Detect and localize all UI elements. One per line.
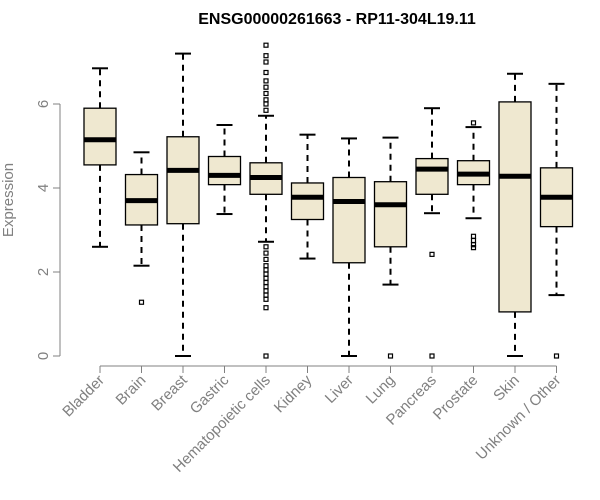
outlier-point (387, 353, 394, 359)
y-axis-label: Expression (0, 163, 17, 237)
outlier-point (470, 242, 477, 248)
outlier-point (429, 353, 435, 359)
outlier-point (263, 84, 269, 90)
chart-title: ENSG00000261663 - RP11-304L19.11 (198, 11, 476, 28)
outlier-point (263, 279, 269, 286)
x-tick-label: Lung (363, 372, 399, 408)
outlier-point (263, 59, 269, 65)
x-tick-label: Bladder (59, 372, 108, 421)
x-tick-label: Skin (490, 372, 523, 405)
x-tick-label: Liver (322, 372, 357, 407)
outlier-point (263, 267, 269, 273)
box (207, 155, 242, 186)
box-plot-series (83, 42, 574, 359)
outlier-point (263, 256, 269, 262)
y-tick-label: 0 (35, 352, 52, 360)
y-tick-label: 2 (35, 268, 52, 276)
y-tick-label: 6 (35, 100, 52, 108)
outlier-point (470, 233, 477, 239)
outlier-point (263, 250, 269, 256)
outlier-point (263, 107, 269, 113)
outlier-point (263, 271, 269, 277)
box (83, 107, 117, 166)
outlier-point (263, 353, 269, 359)
x-tick-label: Brain (113, 372, 150, 409)
outlier-point (263, 42, 269, 48)
box (166, 136, 200, 225)
box (373, 181, 408, 248)
outlier-point (263, 244, 269, 250)
outlier-point (263, 78, 269, 84)
outlier-point (263, 90, 269, 97)
outlier-point (263, 275, 269, 281)
box-group (539, 82, 574, 359)
outlier-point (263, 296, 269, 302)
outlier-point (553, 353, 560, 359)
outlier-point (263, 101, 269, 107)
box-group (415, 107, 449, 359)
outlier-point (263, 263, 269, 269)
box (290, 182, 325, 221)
outlier-point (429, 251, 435, 257)
outlier-point (470, 245, 477, 251)
box-group (290, 133, 325, 260)
x-tick-label: Prostate (430, 372, 482, 424)
outlier-point (263, 69, 269, 76)
box-group (166, 52, 200, 357)
box-group (249, 42, 283, 359)
box-group (373, 136, 408, 359)
outlier-point (263, 53, 269, 59)
x-tick-label: Breast (148, 371, 191, 414)
outlier-point (263, 97, 269, 103)
box-group (83, 67, 117, 248)
x-tick-label: Kidney (271, 371, 316, 416)
outlier-point (470, 237, 477, 244)
box-group (332, 137, 366, 357)
outlier-point (138, 299, 145, 305)
box (415, 157, 449, 195)
box-group (498, 72, 532, 357)
y-axis: 0 2 4 6 (35, 100, 61, 360)
box-group (124, 151, 159, 305)
outlier-point (263, 305, 269, 311)
box (498, 101, 532, 313)
outlier-point (263, 284, 269, 290)
box-group (207, 124, 242, 216)
y-tick-label: 4 (35, 184, 52, 192)
box (332, 176, 366, 264)
outlier-point (263, 288, 269, 294)
box-group (456, 120, 491, 251)
outlier-point (470, 120, 477, 126)
outlier-point (263, 292, 269, 298)
